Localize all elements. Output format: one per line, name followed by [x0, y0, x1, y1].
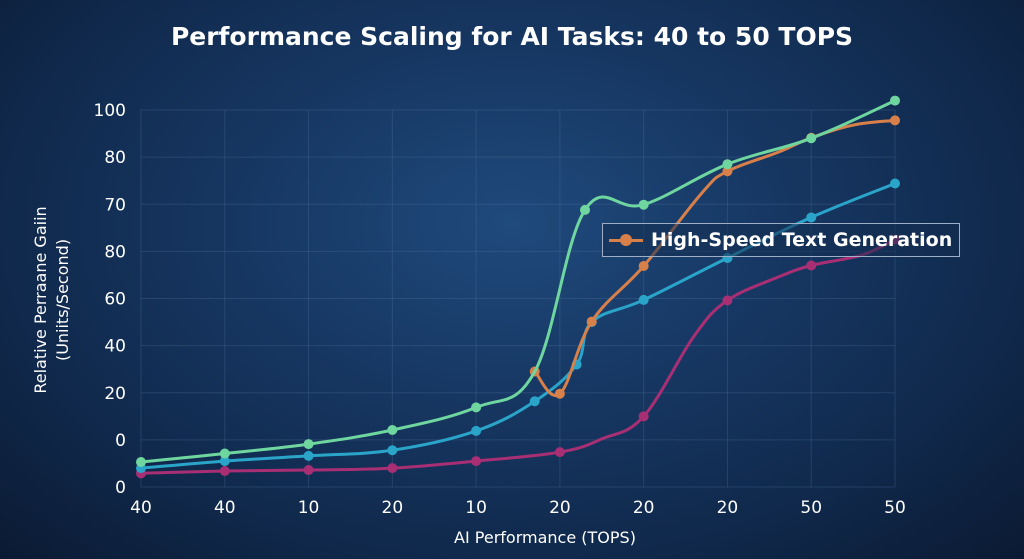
x-tick-label: 10: [465, 498, 487, 518]
x-tick-label: 50: [800, 498, 822, 518]
y-axis-label-line-1: Relative Perraane Gaiin: [31, 206, 50, 393]
x-tick-label: 40: [214, 498, 236, 518]
series-line-high-speed-text-generation: [533, 118, 897, 397]
y-tick-label: 100: [94, 101, 126, 121]
legend: High-Speed Text Generation: [602, 223, 960, 257]
x-tick-label: 20: [717, 498, 739, 518]
data-point-series-b: [219, 456, 230, 467]
data-point-series-a: [387, 424, 398, 435]
legend-swatch: [609, 230, 643, 250]
series-layer: [136, 95, 900, 479]
series-line-series-a: [139, 99, 897, 464]
y-axis-label-group: Relative Perraane Gaiin (Uniits/Second): [31, 206, 72, 393]
data-point-series-a: [580, 204, 591, 215]
data-point-high-speed-text-generation: [722, 166, 733, 177]
data-point-series-b: [638, 294, 649, 305]
x-tick-label: 10: [298, 498, 320, 518]
data-point-high-speed-text-generation: [586, 316, 597, 327]
data-point-series-b: [890, 178, 900, 189]
data-point-series-d: [722, 295, 733, 306]
data-point-series-b: [529, 396, 540, 407]
data-point-series-d: [303, 465, 314, 476]
series-line-series-d: [139, 238, 897, 475]
data-point-series-a: [136, 457, 146, 468]
data-point-series-d: [219, 465, 230, 476]
y-tick-label: 80: [104, 148, 126, 168]
y-tick-label: 40: [104, 337, 126, 357]
x-axis-ticks: 40 40 10 20 10 20 20 20 50 50: [130, 498, 906, 518]
x-tick-label: 20: [382, 498, 404, 518]
x-tick-label: 40: [130, 498, 152, 518]
data-point-series-b: [471, 425, 482, 436]
data-point-series-d: [806, 260, 817, 271]
data-point-series-a: [638, 199, 649, 210]
data-point-series-b: [303, 450, 314, 461]
data-point-series-d: [638, 411, 649, 422]
x-tick-label: 20: [549, 498, 571, 518]
y-tick-label: 80: [104, 242, 126, 262]
data-point-series-d: [554, 447, 565, 458]
data-point-high-speed-text-generation: [554, 388, 565, 399]
data-point-series-a: [890, 95, 900, 106]
y-axis-label-line-2: (Uniits/Second): [53, 239, 72, 361]
data-point-series-a: [219, 448, 230, 459]
data-point-high-speed-text-generation: [638, 260, 649, 271]
data-point-series-a: [806, 133, 817, 144]
data-point-series-d: [471, 456, 482, 467]
legend-label: High-Speed Text Generation: [651, 229, 953, 251]
chart-title: Performance Scaling for AI Tasks: 40 to …: [170, 22, 854, 51]
data-point-series-a: [471, 402, 482, 413]
y-tick-label: 70: [104, 195, 126, 215]
y-tick-label: 60: [104, 290, 126, 310]
y-tick-label: 20: [104, 384, 126, 404]
data-point-series-a: [722, 159, 733, 170]
x-axis-label: AI Performance (TOPS): [454, 528, 636, 547]
x-tick-label: 50: [884, 498, 906, 518]
grid-layer: [140, 109, 896, 488]
y-tick-label: 0: [115, 431, 126, 451]
x-tick-label: 20: [633, 498, 655, 518]
y-tick-label: 0: [115, 478, 126, 498]
data-point-series-b: [806, 212, 817, 223]
data-point-series-a: [303, 439, 314, 450]
data-point-high-speed-text-generation: [890, 115, 900, 126]
data-point-series-b: [387, 445, 398, 456]
y-axis-ticks: 0 0 20 40 60 80 70 80 100: [94, 101, 126, 498]
data-point-series-d: [387, 463, 398, 474]
